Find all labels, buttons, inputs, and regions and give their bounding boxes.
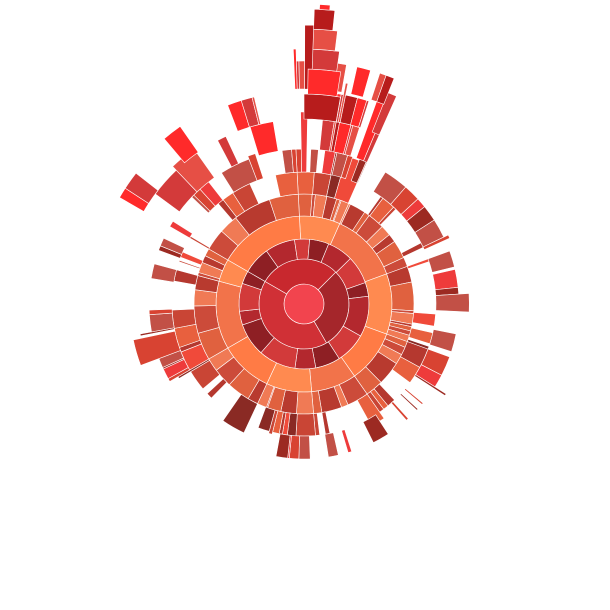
sunburst-segment xyxy=(249,121,279,157)
sunburst-segment xyxy=(324,432,339,458)
sunburst-segment xyxy=(422,234,451,250)
sunburst-segment xyxy=(247,153,264,181)
sunburst-segment xyxy=(206,378,228,399)
sunburst-segment xyxy=(148,308,173,315)
sunburst-segment xyxy=(350,66,371,98)
sunburst-segment xyxy=(412,312,436,327)
sunburst-segment xyxy=(358,100,370,129)
sunburst-segment xyxy=(390,401,409,421)
sunburst-segment xyxy=(150,263,177,283)
sunburst-segment xyxy=(291,148,298,173)
sunburst-segment xyxy=(300,111,308,173)
sunburst-segment xyxy=(296,171,315,195)
sunburst-segment xyxy=(178,260,201,270)
sunburst-segment xyxy=(169,220,193,239)
sunburst-segment xyxy=(189,235,210,250)
sunburst-segment xyxy=(257,406,276,432)
sunburst-segment xyxy=(364,273,393,335)
sunburst-segment xyxy=(376,74,395,105)
sunburst-segment xyxy=(307,68,342,97)
sunburst-segment xyxy=(163,125,199,164)
sunburst-segment xyxy=(435,293,470,313)
sunburst-segment xyxy=(294,238,310,260)
sunburst-segment xyxy=(313,8,336,31)
sunburst-segment xyxy=(298,435,311,460)
sunburst-segment xyxy=(321,411,331,435)
sunburst-segment xyxy=(362,414,389,444)
sunburst-segment xyxy=(312,28,338,52)
sunburst-segment xyxy=(309,148,319,173)
sunburst-segment xyxy=(311,48,340,72)
sunburst-segment xyxy=(414,374,447,397)
sunburst-segment xyxy=(427,250,455,273)
sunburst-segment xyxy=(217,135,239,168)
sunburst-segment xyxy=(404,388,424,405)
sunburst-segment xyxy=(341,429,353,453)
sunburst-segment xyxy=(303,93,341,123)
sunburst-segment xyxy=(173,269,199,286)
sunburst-segment xyxy=(296,391,314,415)
sunburst-segment xyxy=(432,268,459,291)
sunburst-segment xyxy=(222,393,258,434)
sunburst-segment xyxy=(251,96,262,125)
sunburst-segment xyxy=(204,248,229,266)
sunburst-segment xyxy=(401,242,424,258)
sunburst-segment xyxy=(269,193,300,221)
sunburst-segment xyxy=(275,433,291,459)
sunburst-segment xyxy=(371,92,397,136)
sunburst-rings xyxy=(119,4,470,460)
sunburst-segment xyxy=(295,413,316,437)
sunburst-segment xyxy=(298,60,305,90)
sunburst-segment xyxy=(399,393,419,411)
sunburst-segment xyxy=(429,329,457,353)
sunburst-segment xyxy=(275,171,299,197)
sunburst-segment xyxy=(159,237,185,255)
sunburst-segment xyxy=(132,330,181,366)
sunburst-segment xyxy=(389,281,415,312)
sunburst-segment xyxy=(297,193,313,217)
sunburst-segment xyxy=(124,172,159,204)
sunburst-segment xyxy=(319,4,331,11)
sunburst-segment xyxy=(294,347,317,370)
